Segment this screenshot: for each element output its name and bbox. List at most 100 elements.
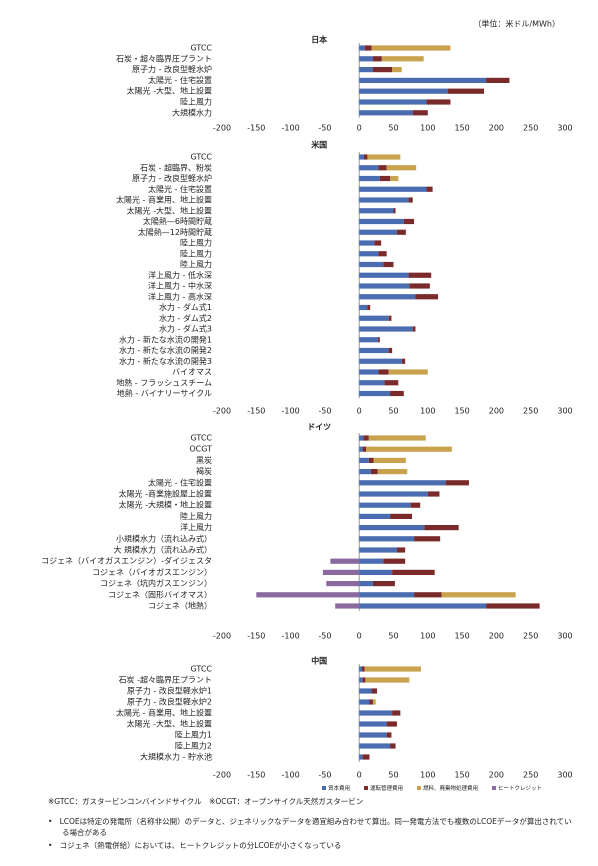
x-tick-label: 100	[420, 124, 435, 133]
bar-segment	[359, 88, 448, 94]
bar-segment	[388, 315, 392, 321]
category-label: コジェネ（バイオガスエンジン）-ダイジェスタ	[41, 556, 212, 566]
x-tick-label: -150	[247, 632, 265, 641]
category-label: コジェネ（坑内ガスエンジン）	[100, 578, 212, 588]
bar-segment	[359, 536, 415, 542]
bar-segment	[359, 435, 364, 441]
category-label: 太陽光 -大型、地上設置	[127, 205, 212, 215]
bar-segment	[372, 67, 393, 73]
category-label: 太陽熱—12時間貯蔵	[138, 227, 212, 237]
bar-segment	[378, 369, 389, 375]
bar-segment	[392, 710, 401, 716]
x-tick-label: 300	[557, 771, 572, 780]
bar-segment	[359, 56, 373, 62]
x-tick-label: 50	[388, 632, 398, 641]
bar-segment	[359, 251, 379, 257]
x-tick-label: 0	[357, 407, 362, 416]
bar-segment	[359, 229, 397, 235]
bar-segment	[379, 175, 391, 182]
x-tick-label: 200	[489, 771, 504, 780]
bar-segment	[415, 294, 439, 300]
x-tick-label: -100	[282, 632, 300, 641]
x-tick-label: 250	[523, 407, 538, 416]
bar-segment	[390, 390, 404, 397]
bar-segment	[359, 67, 373, 73]
category-label: 洋上風力 - 低水深	[148, 270, 212, 280]
category-label: 陸上風力	[180, 511, 212, 521]
chart-title: 米国	[310, 140, 327, 150]
bar-segment	[359, 469, 371, 475]
bar-segment	[359, 457, 369, 463]
bar-segment	[256, 592, 360, 598]
bar-segment	[396, 229, 406, 235]
bar-segment	[359, 380, 385, 386]
bar-segment	[359, 154, 365, 160]
x-tick-label: 150	[454, 124, 469, 133]
bar-segment	[414, 592, 442, 598]
x-tick-label: -200	[213, 632, 231, 641]
bar-segment	[364, 154, 368, 160]
x-tick-label: -200	[213, 407, 231, 416]
chart-title: ドイツ	[307, 423, 331, 432]
bar-segment	[359, 175, 380, 182]
bar-segment	[383, 261, 394, 268]
x-tick-label: -50	[318, 407, 331, 416]
bar-segment	[359, 710, 393, 716]
category-label: 太陽光 - 住宅設置	[148, 75, 212, 85]
category-label: 太陽光 - 住宅設置	[148, 477, 212, 487]
bar-segment	[378, 251, 387, 257]
bar-segment	[359, 186, 427, 192]
x-tick-label: 150	[454, 771, 469, 780]
bar-segment	[362, 754, 370, 760]
x-tick-label: 250	[523, 771, 538, 780]
bar-segment	[359, 569, 393, 575]
x-tick-label: 250	[523, 632, 538, 641]
x-tick-label: 200	[489, 407, 504, 416]
chart-title: 日本	[311, 35, 327, 45]
x-tick-label: 200	[489, 632, 504, 641]
legend-swatch	[417, 786, 422, 790]
legend-label: 燃料、廃棄物処理費用	[423, 784, 478, 792]
bar-segment	[363, 435, 369, 441]
x-tick-label: -100	[282, 407, 300, 416]
bar-segment	[359, 358, 402, 364]
bar-segment	[401, 358, 406, 364]
category-label: 洋上風力	[180, 522, 212, 532]
category-label: 水力 - 新たな水流の開発1	[119, 334, 212, 344]
bar-segment	[359, 315, 389, 321]
bar-segment	[372, 581, 395, 587]
category-label: 陸上風力	[180, 238, 212, 248]
bar-segment	[414, 536, 441, 542]
bar-segment	[366, 446, 452, 452]
category-label: 黒炭	[196, 456, 212, 465]
bar-segment	[359, 525, 425, 531]
category-label: 洋上風力 - 高水深	[148, 291, 212, 301]
category-label: 原子力 - 改良型軽水炉1	[127, 686, 212, 696]
bar-segment	[330, 558, 360, 564]
category-label: 太陽光 -大型、地上設置	[127, 719, 212, 729]
category-label: 陸上風力	[180, 259, 212, 269]
category-label: 陸上風力	[180, 248, 212, 258]
category-label: 太陽光 - 商業用、地上設置	[116, 195, 212, 205]
x-tick-label: -200	[213, 124, 231, 133]
bar-segment	[359, 240, 375, 246]
bar-segment	[359, 337, 378, 343]
x-tick-label: -50	[318, 771, 331, 780]
bar-segment	[410, 502, 421, 508]
bar-segment	[445, 480, 469, 486]
bar-segment	[396, 547, 406, 553]
category-label: コジェネ（固形バイオマス）	[108, 590, 212, 599]
x-tick-label: 100	[420, 632, 435, 641]
bar-segment	[390, 175, 399, 182]
x-tick-label: 50	[388, 124, 398, 133]
category-label: 石炭・超々臨界圧プラント	[116, 53, 212, 63]
bar-segment	[392, 67, 402, 73]
category-label: 原子力 - 改良型軽水炉	[132, 64, 212, 74]
category-label: GTCC	[190, 665, 212, 674]
note: ※GTCC：ガスタービンコンバインドサイクル ※OCGT：オープンサイクル天然ガ…	[48, 797, 364, 806]
category-label: 水力 - ダム式2	[159, 313, 212, 323]
bar-segment	[322, 569, 360, 575]
category-label: 太陽光 - 住宅設置	[148, 184, 212, 194]
note: • コジェネ（熱電併給）においては、ヒートクレジットの分LCOEが小さくなってい…	[48, 841, 342, 850]
